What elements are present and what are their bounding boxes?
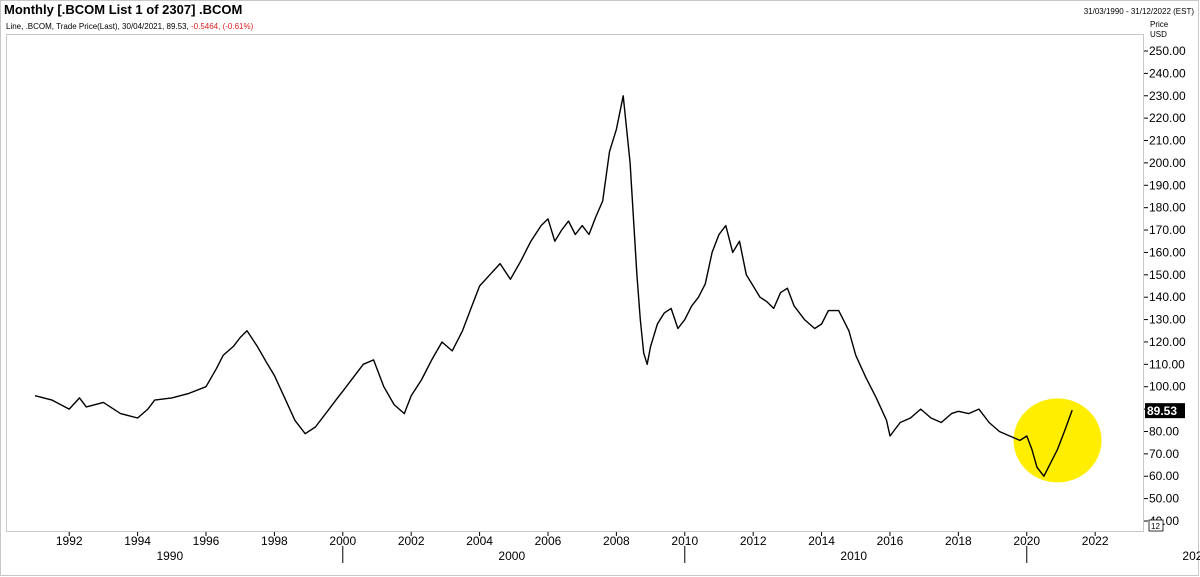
highlight-circle xyxy=(1013,398,1102,483)
series-line xyxy=(34,95,1073,477)
x-tick-label: 2018 xyxy=(945,534,972,548)
y-tick-label: 100.00 xyxy=(1149,380,1186,394)
y-tick-label: 230.00 xyxy=(1149,89,1186,103)
y-tick-label: 150.00 xyxy=(1149,268,1186,282)
corner-value: 12 xyxy=(1151,522,1160,531)
x-tick-label: 1994 xyxy=(124,534,151,548)
x-tick-label: 2002 xyxy=(398,534,425,548)
plot-area[interactable] xyxy=(6,34,1144,532)
x-tick-label: 2006 xyxy=(535,534,562,548)
y-tick-label: 120.00 xyxy=(1149,335,1186,349)
y-tick-label: 70.00 xyxy=(1149,447,1179,461)
y-tick-label: 170.00 xyxy=(1149,223,1186,237)
legend-change: -0.5464, (-0.61%) xyxy=(191,22,254,31)
y-tick-label: 110.00 xyxy=(1149,357,1185,371)
y-tick-label: 50.00 xyxy=(1149,492,1179,506)
y-tick-label: 180.00 xyxy=(1149,201,1186,215)
x-tick-label: 2012 xyxy=(740,534,767,548)
x-tick-label: 2014 xyxy=(808,534,835,548)
decade-label: 2000 xyxy=(498,549,525,563)
last-value-label: 89.53 xyxy=(1147,404,1177,418)
y-tick-label: 190.00 xyxy=(1149,178,1186,192)
x-tick-label: 2000 xyxy=(329,534,356,548)
corner-box xyxy=(1148,519,1164,532)
legend-text: Line, .BCOM, Trade Price(Last), 30/04/20… xyxy=(6,22,191,31)
y-tick-label: 250.00 xyxy=(1149,44,1186,58)
x-tick-label: 1998 xyxy=(261,534,288,548)
y-tick-label: 60.00 xyxy=(1149,469,1179,483)
x-tick-label: 2004 xyxy=(466,534,493,548)
x-tick-label: 1992 xyxy=(56,534,83,548)
decade-label: 1990 xyxy=(156,549,183,563)
x-tick-label: 2016 xyxy=(877,534,904,548)
decade-label: 2020 xyxy=(1182,549,1200,563)
price-label: Price xyxy=(1150,20,1169,29)
y-tick-label: 130.00 xyxy=(1149,313,1186,327)
y-tick-label: 160.00 xyxy=(1149,245,1186,259)
y-tick-label: 210.00 xyxy=(1149,134,1186,148)
y-tick-label: 220.00 xyxy=(1149,111,1186,125)
y-tick-label: 200.00 xyxy=(1149,156,1186,170)
x-tick-label: 1996 xyxy=(193,534,220,548)
series-legend: Line, .BCOM, Trade Price(Last), 30/04/20… xyxy=(6,22,253,31)
last-value-badge xyxy=(1145,403,1185,419)
currency-label: USD xyxy=(1150,30,1167,39)
y-tick-label: 240.00 xyxy=(1149,66,1186,80)
y-tick-label: 140.00 xyxy=(1149,290,1186,304)
y-axis-title: Price USD xyxy=(1150,20,1168,40)
chart-title: Monthly [.BCOM List 1 of 2307] .BCOM xyxy=(4,2,243,17)
y-tick-label: 80.00 xyxy=(1149,424,1179,438)
x-tick-label: 2008 xyxy=(603,534,630,548)
x-tick-label: 2020 xyxy=(1013,534,1040,548)
x-tick-label: 2022 xyxy=(1082,534,1109,548)
date-range: 31/03/1990 - 31/12/2022 (EST) xyxy=(1083,7,1194,16)
decade-label: 2010 xyxy=(840,549,867,563)
x-tick-label: 2010 xyxy=(671,534,698,548)
